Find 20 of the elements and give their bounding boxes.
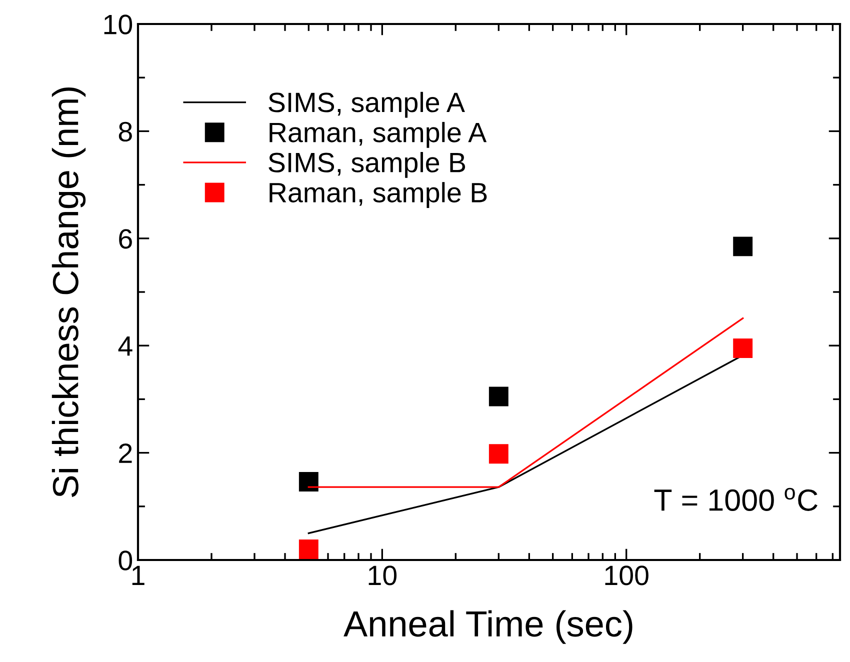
x-tick-label: 1 [132,566,144,585]
legend-label: Raman, sample B [270,182,487,208]
y-tick-label: 8 [118,122,132,142]
point [733,236,753,256]
legend-label: SIMS, sample B [268,152,466,178]
legend-label: Raman, sample A [270,122,487,148]
point [733,338,753,358]
annotation: T = 1000 $^{o}$C [654,488,818,511]
x-axis-title: Anneal Time (sec) [344,610,632,644]
x-tick-label: 100 [605,566,648,586]
x-tick-label: 10 [368,566,397,586]
y-tick-label: 6 [119,229,132,249]
point [298,540,318,560]
y-tick-label: 0 [118,550,132,570]
point [298,472,318,492]
y-tick-label: 4 [118,336,132,356]
y-tick-label: 10 [104,14,132,34]
y-axis-title: Si thickness Change (nm) [52,88,86,498]
y-tick-label: 2 [119,443,132,463]
legend-label: SIMS, sample A [268,92,465,118]
